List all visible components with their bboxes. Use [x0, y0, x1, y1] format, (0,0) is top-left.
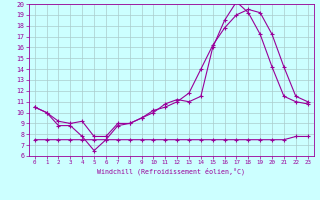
X-axis label: Windchill (Refroidissement éolien,°C): Windchill (Refroidissement éolien,°C): [97, 168, 245, 175]
